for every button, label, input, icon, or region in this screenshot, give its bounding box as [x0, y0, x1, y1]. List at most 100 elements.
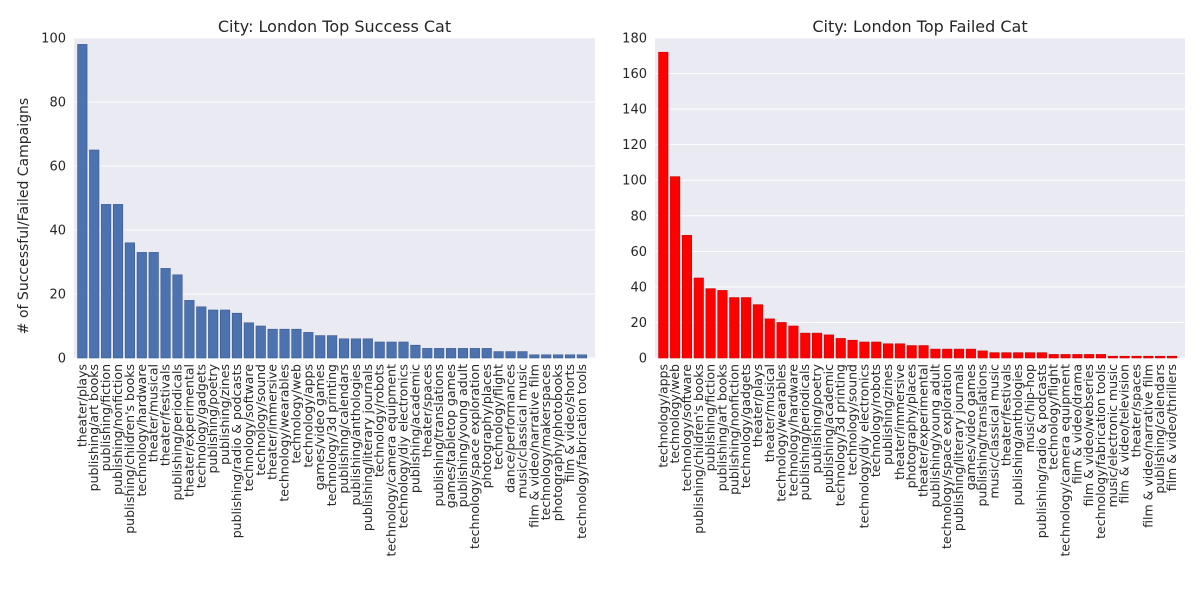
x-tick-label: publishing/poetry	[809, 363, 824, 473]
x-tick-label: technology/gadgets	[738, 364, 753, 488]
x-tick-label: technology/web	[667, 364, 682, 464]
x-tick-label: technology/sound	[845, 364, 860, 476]
y-tick-label: 100	[41, 32, 66, 47]
x-tick-label: publishing/radio & podcasts	[1034, 364, 1049, 538]
y-tick-label: 20	[49, 288, 66, 303]
bar	[350, 338, 361, 359]
bar	[800, 332, 811, 359]
x-tick-label: games/video games	[963, 364, 978, 490]
x-tick-label: publishing/anthologies	[348, 364, 363, 506]
x-tick-label: technology/gadgets	[193, 364, 208, 488]
bar	[1119, 355, 1130, 359]
x-tick-label: publishing/fiction	[98, 364, 113, 471]
y-tick-label: 100	[622, 174, 647, 189]
bar	[1166, 355, 1178, 359]
x-tick-label: technology/space exploration	[939, 364, 954, 549]
x-tick-label: film & video/narrative film	[1140, 364, 1155, 528]
x-tick-label: technology/hardware	[134, 364, 149, 497]
bar	[422, 348, 433, 359]
x-tick-label: publishing/zines	[217, 364, 232, 465]
x-tick-label: technology/web	[288, 364, 303, 464]
bar	[576, 354, 587, 359]
x-tick-label: publishing/poetry	[205, 363, 220, 473]
x-tick-label: technology/3d printing	[324, 364, 339, 506]
bar	[446, 348, 457, 359]
x-tick-label: theater/experimental	[916, 364, 931, 497]
x-tick-label: theater/immersive	[265, 364, 280, 480]
x-tick-label: theater/musical	[762, 364, 777, 462]
bar	[279, 328, 290, 359]
x-tick-label: technology/sound	[253, 364, 268, 476]
bar	[541, 354, 552, 359]
x-tick-label: theater/spaces	[1128, 364, 1143, 457]
bar	[196, 306, 207, 359]
x-tick-label: dance/performances	[503, 364, 518, 493]
bar	[493, 351, 504, 359]
bar	[160, 268, 171, 359]
x-tick-label: publishing/young adult	[927, 364, 942, 508]
x-tick-label: theater/spaces	[419, 364, 434, 457]
bar	[1013, 352, 1024, 359]
bar	[315, 335, 326, 359]
x-tick-label: technology/camera equipment	[384, 364, 399, 557]
bar	[208, 309, 219, 359]
x-tick-label: technology/diy electronics	[395, 364, 410, 528]
y-tick-label: 80	[630, 209, 647, 224]
bar	[1095, 354, 1107, 359]
x-tick-label: publishing/academic	[407, 364, 422, 493]
x-tick-label: publishing/children's books	[691, 364, 706, 534]
bar	[977, 350, 988, 359]
x-tick-label: publishing/children's books	[122, 364, 137, 534]
y-tick-label: 60	[630, 245, 647, 260]
x-tick-label: theater/festivals	[998, 364, 1013, 466]
x-tick-label: technology/space exploration	[467, 364, 482, 549]
y-tick-label: 80	[49, 96, 66, 111]
bar	[658, 51, 669, 359]
x-tick-label: theater/plays	[750, 364, 765, 447]
x-tick-label: technology/apps	[300, 364, 315, 468]
bar	[148, 252, 159, 359]
bar	[918, 345, 929, 359]
x-tick-label: technology/3d printing	[833, 364, 848, 506]
x-tick-label: games/video games	[312, 364, 327, 490]
y-axis-label: # of Successful/Failed Campaigns	[16, 98, 32, 334]
bar	[1131, 355, 1142, 359]
bar	[136, 252, 147, 359]
x-tick-label: film & video/thrillers	[1164, 364, 1179, 491]
bar	[883, 343, 894, 359]
bar	[965, 348, 976, 359]
x-tick-label: publishing/calendars	[336, 364, 351, 494]
bar	[112, 204, 124, 359]
y-tick-label: 160	[622, 67, 647, 82]
x-tick-label: film & video/drama	[1069, 364, 1084, 484]
y-tick-label: 60	[49, 160, 66, 175]
bar	[1036, 352, 1047, 359]
x-tick-label: publishing/periodicals	[797, 364, 812, 501]
bar	[752, 304, 763, 359]
x-tick-label: film & video/webseries	[1081, 364, 1096, 506]
bar	[954, 348, 965, 359]
x-tick-label: photography/photobooks	[550, 364, 565, 521]
x-tick-label: technology/wearables	[277, 364, 292, 502]
x-tick-label: technology/hardware	[785, 364, 800, 497]
x-tick-label: publishing/periodicals	[169, 364, 184, 501]
x-tick-label: publishing/radio & podcasts	[229, 364, 244, 538]
bar	[1001, 352, 1012, 359]
bar	[776, 322, 787, 359]
x-tick-label: music/electronic music	[1105, 364, 1120, 508]
bar	[529, 354, 540, 359]
bar	[481, 348, 492, 359]
x-tick-label: publishing/translations	[975, 364, 990, 506]
bar	[243, 322, 254, 359]
bar	[1060, 354, 1071, 359]
bar	[823, 334, 834, 359]
x-tick-label: technology/diy electronics	[856, 364, 871, 528]
x-tick-label: photography/places	[904, 364, 919, 488]
y-tick-label: 40	[630, 280, 647, 295]
bar	[906, 345, 917, 359]
x-tick-label: theater/immersive	[892, 364, 907, 480]
bar	[338, 338, 350, 359]
bar	[942, 348, 953, 359]
x-tick-label: publishing/zines	[880, 364, 895, 465]
bar	[327, 335, 338, 359]
